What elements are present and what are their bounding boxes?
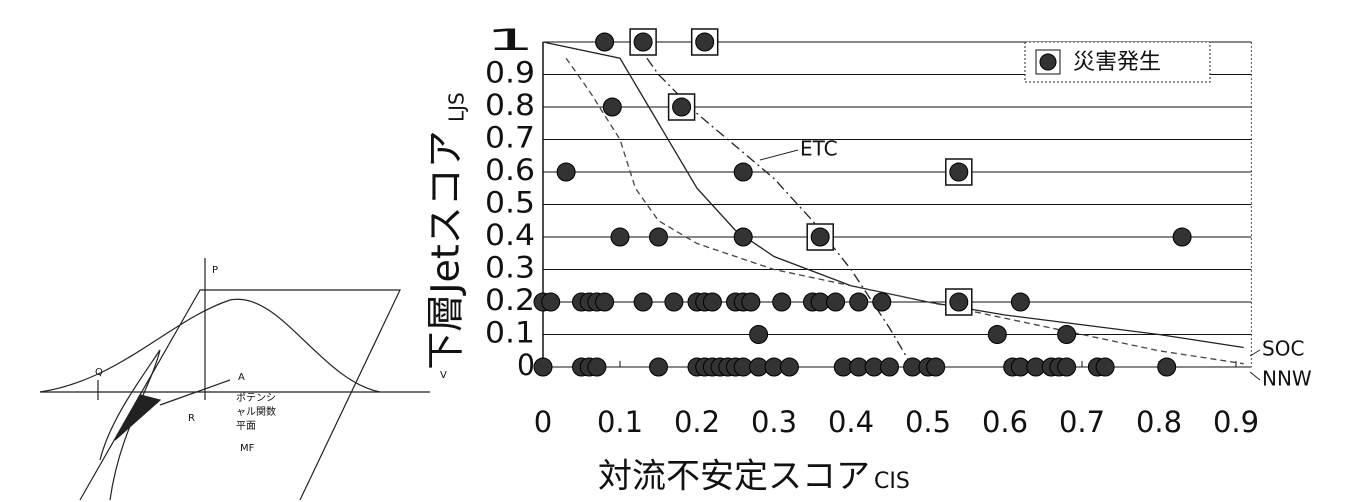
x-tick-label: 0 bbox=[534, 405, 552, 439]
point bbox=[742, 293, 760, 311]
diagram-label: P bbox=[212, 265, 218, 276]
y-tick-label: 0 bbox=[517, 348, 535, 382]
diagram-label: A bbox=[238, 372, 245, 383]
point bbox=[1058, 358, 1076, 376]
point bbox=[950, 163, 968, 181]
point bbox=[1058, 326, 1076, 344]
page: P Q A R ポテンシ ャル関数 平面 MF V 00.10.20.30.40… bbox=[0, 0, 1356, 502]
diagram-curve bbox=[40, 299, 380, 392]
point bbox=[1158, 358, 1176, 376]
y-axis-title-sub: LJS bbox=[445, 92, 469, 122]
x-tick-label: 0.7 bbox=[1059, 405, 1105, 439]
point bbox=[603, 98, 621, 116]
y-tick-label: 1 bbox=[485, 23, 535, 57]
point bbox=[542, 293, 560, 311]
x-tick-label: 0.1 bbox=[597, 405, 643, 439]
point bbox=[1011, 293, 1029, 311]
point bbox=[596, 293, 614, 311]
point bbox=[650, 358, 668, 376]
curve-label: SOC bbox=[1262, 337, 1304, 361]
diagram-shade bbox=[115, 395, 160, 440]
point bbox=[734, 163, 752, 181]
point bbox=[881, 358, 899, 376]
x-tick-label: 0.9 bbox=[1213, 405, 1259, 439]
curve-label: NNW bbox=[1262, 367, 1312, 391]
point bbox=[811, 228, 829, 246]
point bbox=[950, 293, 968, 311]
point bbox=[650, 228, 668, 246]
x-tick-label: 0.5 bbox=[905, 405, 951, 439]
diagram-label: ポテンシ bbox=[236, 392, 276, 404]
legend-marker bbox=[1040, 54, 1056, 70]
diagram-label: R bbox=[188, 413, 195, 424]
point bbox=[1096, 358, 1114, 376]
point bbox=[827, 293, 845, 311]
point bbox=[673, 98, 691, 116]
diagram bbox=[40, 258, 430, 500]
diagram-labels: P Q A R ポテンシ ャル関数 平面 MF V bbox=[95, 265, 447, 454]
point bbox=[734, 228, 752, 246]
diagram-label: MF bbox=[240, 443, 255, 454]
y-tick-label: 0.2 bbox=[485, 283, 535, 317]
curve-label: ETC bbox=[800, 137, 838, 161]
point bbox=[634, 33, 652, 51]
y-tick-label: 0.8 bbox=[485, 88, 535, 122]
y-tick-label: 0.5 bbox=[485, 186, 535, 220]
y-axis-title: 下層Jetスコア bbox=[424, 130, 468, 370]
x-tick-label: 0.6 bbox=[982, 405, 1028, 439]
curve-label-arrow bbox=[760, 150, 798, 160]
point bbox=[665, 293, 683, 311]
diagram-label: Q bbox=[95, 367, 103, 378]
point bbox=[596, 33, 614, 51]
y-axis-title-group: 下層Jetスコア LJS bbox=[424, 92, 469, 370]
legend-label: 災害発生 bbox=[1073, 50, 1161, 75]
point bbox=[534, 358, 552, 376]
point bbox=[988, 326, 1006, 344]
x-tick-label: 0.2 bbox=[674, 405, 720, 439]
y-tick-label: 0.4 bbox=[485, 218, 535, 252]
point bbox=[873, 293, 891, 311]
point bbox=[557, 163, 575, 181]
x-axis-title-sub: CIS bbox=[874, 469, 910, 494]
y-tick-label: 0.6 bbox=[485, 153, 535, 187]
diagram-label: 平面 bbox=[236, 421, 256, 432]
point bbox=[780, 358, 798, 376]
x-tick-label: 0.4 bbox=[828, 405, 874, 439]
point bbox=[703, 293, 721, 311]
point bbox=[750, 326, 768, 344]
y-tick-label: 0.1 bbox=[485, 316, 535, 350]
point bbox=[927, 358, 945, 376]
point bbox=[634, 293, 652, 311]
point bbox=[611, 228, 629, 246]
y-tick-label: 0.9 bbox=[485, 56, 535, 90]
point bbox=[1173, 228, 1191, 246]
diagram-label: ャル関数 bbox=[236, 405, 276, 418]
point bbox=[588, 358, 606, 376]
point bbox=[773, 293, 791, 311]
point bbox=[696, 33, 714, 51]
x-tick-label: 0.8 bbox=[1136, 405, 1182, 439]
point bbox=[850, 293, 868, 311]
curve-label-arrow bbox=[1250, 372, 1260, 380]
diagram-label: V bbox=[440, 370, 447, 381]
y-tick-label: 0.7 bbox=[485, 121, 535, 155]
y-tick-label: 0.3 bbox=[485, 251, 535, 285]
x-axis-title: 対流不安定スコア bbox=[598, 457, 870, 497]
curve bbox=[566, 58, 1244, 364]
x-tick-label: 0.3 bbox=[751, 405, 797, 439]
